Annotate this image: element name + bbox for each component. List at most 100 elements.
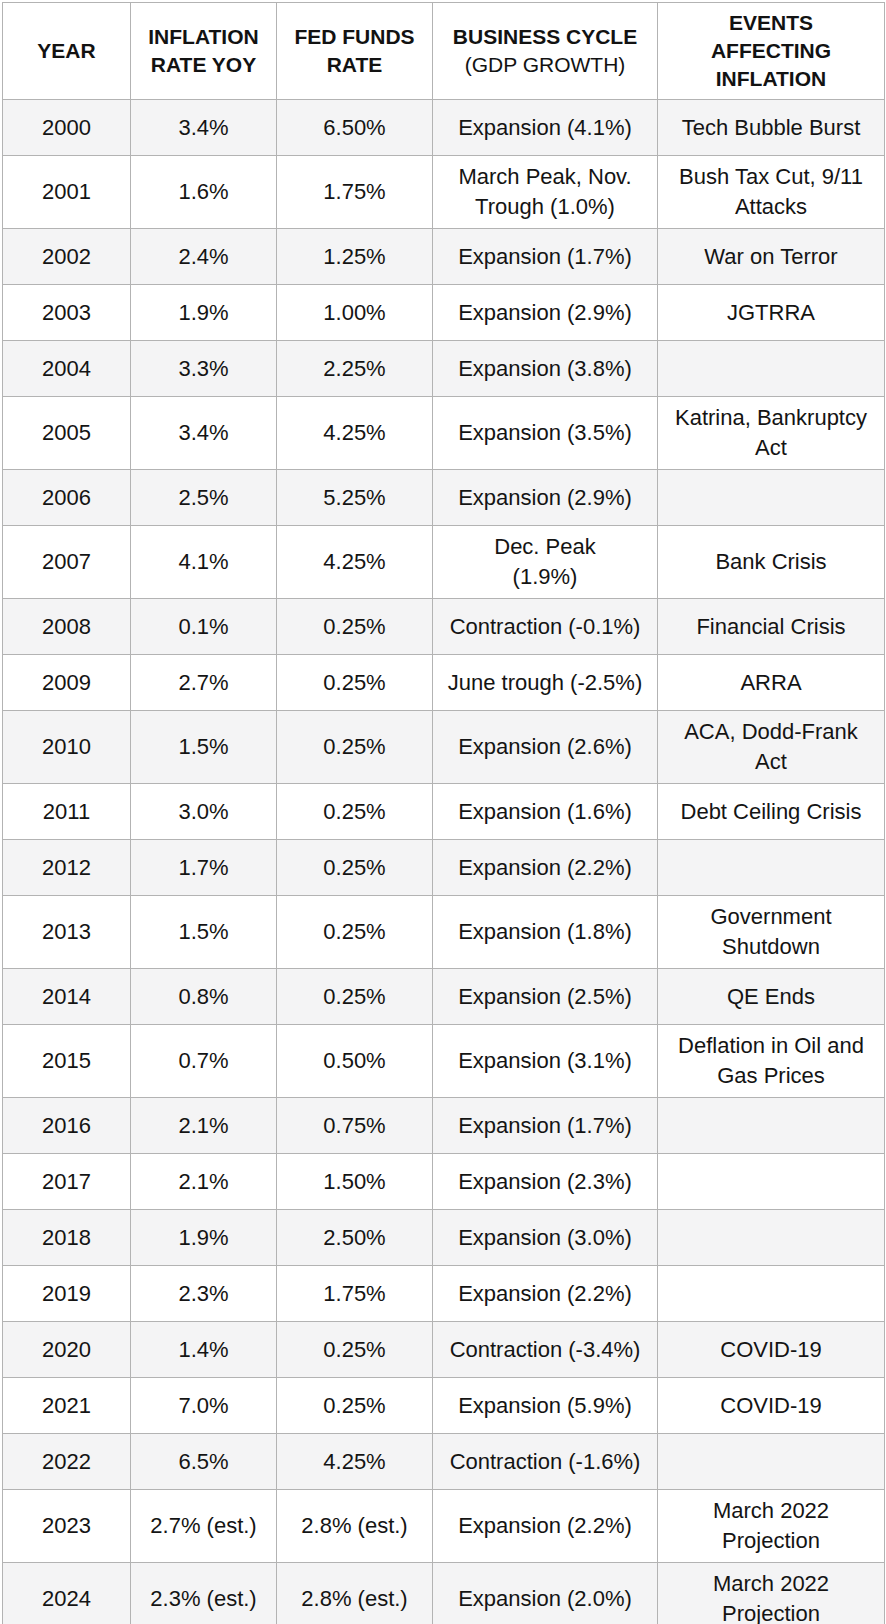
business-cycle-cell: Expansion (1.6%)	[433, 784, 658, 840]
fed-funds-cell: 0.25%	[277, 969, 433, 1025]
table-row: 20150.7%0.50%Expansion (3.1%)Deflation i…	[3, 1025, 885, 1098]
fed-funds-cell: 2.8% (est.)	[277, 1490, 433, 1563]
table-row: 20113.0%0.25%Expansion (1.6%)Debt Ceilin…	[3, 784, 885, 840]
business-cycle-cell: Expansion (2.5%)	[433, 969, 658, 1025]
fed-funds-cell: 4.25%	[277, 526, 433, 599]
inflation-rate-cell: 1.5%	[131, 711, 277, 784]
fed-funds-cell: 0.25%	[277, 655, 433, 711]
col-header-business-cycle-main: BUSINESS CYCLE	[453, 25, 637, 48]
table-row: 20201.4%0.25%Contraction (-3.4%)COVID-19	[3, 1322, 885, 1378]
events-cell	[658, 341, 885, 397]
table-row: 20242.3% (est.)2.8% (est.)Expansion (2.0…	[3, 1563, 885, 1624]
fed-funds-cell: 0.25%	[277, 896, 433, 969]
year-cell: 2014	[3, 969, 131, 1025]
events-cell: Government Shutdown	[658, 896, 885, 969]
year-cell: 2015	[3, 1025, 131, 1098]
year-cell: 2020	[3, 1322, 131, 1378]
year-cell: 2011	[3, 784, 131, 840]
inflation-rate-cell: 2.7%	[131, 655, 277, 711]
business-cycle-cell: Expansion (2.3%)	[433, 1154, 658, 1210]
events-cell: QE Ends	[658, 969, 885, 1025]
events-cell: War on Terror	[658, 229, 885, 285]
business-cycle-cell: Expansion (1.7%)	[433, 1098, 658, 1154]
col-header-inflation-rate: INFLATION RATE YOY	[131, 3, 277, 100]
fed-funds-cell: 0.25%	[277, 711, 433, 784]
year-cell: 2007	[3, 526, 131, 599]
table-row: 20031.9%1.00%Expansion (2.9%)JGTRRA	[3, 285, 885, 341]
business-cycle-cell: Contraction (-0.1%)	[433, 599, 658, 655]
inflation-rate-cell: 4.1%	[131, 526, 277, 599]
inflation-rate-cell: 3.4%	[131, 100, 277, 156]
business-cycle-cell: Expansion (2.9%)	[433, 470, 658, 526]
events-cell	[658, 1154, 885, 1210]
table-row: 20011.6%1.75%March Peak, Nov. Trough (1.…	[3, 156, 885, 229]
year-cell: 2019	[3, 1266, 131, 1322]
business-cycle-cell: Expansion (1.7%)	[433, 229, 658, 285]
fed-funds-cell: 0.25%	[277, 1378, 433, 1434]
fed-funds-cell: 4.25%	[277, 397, 433, 470]
inflation-rate-cell: 2.1%	[131, 1098, 277, 1154]
fed-funds-cell: 2.8% (est.)	[277, 1563, 433, 1624]
inflation-rate-cell: 1.5%	[131, 896, 277, 969]
business-cycle-cell: June trough (-2.5%)	[433, 655, 658, 711]
inflation-table: YEAR INFLATION RATE YOY FED FUNDS RATE B…	[2, 2, 885, 1624]
table-row: 20101.5%0.25%Expansion (2.6%)ACA, Dodd-F…	[3, 711, 885, 784]
events-cell: ACA, Dodd-Frank Act	[658, 711, 885, 784]
fed-funds-cell: 2.25%	[277, 341, 433, 397]
inflation-rate-cell: 1.9%	[131, 1210, 277, 1266]
fed-funds-cell: 1.75%	[277, 156, 433, 229]
fed-funds-cell: 2.50%	[277, 1210, 433, 1266]
table-row: 20003.4%6.50%Expansion (4.1%)Tech Bubble…	[3, 100, 885, 156]
fed-funds-cell: 5.25%	[277, 470, 433, 526]
business-cycle-cell: Expansion (1.8%)	[433, 896, 658, 969]
table-row: 20092.7%0.25%June trough (-2.5%)ARRA	[3, 655, 885, 711]
fed-funds-cell: 4.25%	[277, 1434, 433, 1490]
year-cell: 2005	[3, 397, 131, 470]
table-row: 20053.4%4.25%Expansion (3.5%)Katrina, Ba…	[3, 397, 885, 470]
events-cell	[658, 840, 885, 896]
year-cell: 2022	[3, 1434, 131, 1490]
table-body: 20003.4%6.50%Expansion (4.1%)Tech Bubble…	[3, 100, 885, 1624]
table-row: 20192.3%1.75%Expansion (2.2%)	[3, 1266, 885, 1322]
year-cell: 2021	[3, 1378, 131, 1434]
events-cell: COVID-19	[658, 1378, 885, 1434]
events-cell: Debt Ceiling Crisis	[658, 784, 885, 840]
inflation-rate-cell: 1.9%	[131, 285, 277, 341]
fed-funds-cell: 0.50%	[277, 1025, 433, 1098]
events-cell: ARRA	[658, 655, 885, 711]
fed-funds-cell: 0.25%	[277, 1322, 433, 1378]
inflation-rate-cell: 2.1%	[131, 1154, 277, 1210]
business-cycle-cell: Contraction (-1.6%)	[433, 1434, 658, 1490]
business-cycle-cell: March Peak, Nov. Trough (1.0%)	[433, 156, 658, 229]
inflation-rate-cell: 1.7%	[131, 840, 277, 896]
events-cell: JGTRRA	[658, 285, 885, 341]
fed-funds-cell: 0.25%	[277, 599, 433, 655]
events-cell	[658, 1266, 885, 1322]
inflation-rate-cell: 3.0%	[131, 784, 277, 840]
year-cell: 2002	[3, 229, 131, 285]
inflation-rate-cell: 6.5%	[131, 1434, 277, 1490]
col-header-gdp-growth-sub: (GDP GROWTH)	[441, 51, 649, 79]
inflation-rate-cell: 2.3%	[131, 1266, 277, 1322]
events-cell: Deflation in Oil and Gas Prices	[658, 1025, 885, 1098]
events-cell: Tech Bubble Burst	[658, 100, 885, 156]
inflation-rate-cell: 2.7% (est.)	[131, 1490, 277, 1563]
events-cell: COVID-19	[658, 1322, 885, 1378]
table-row: 20121.7%0.25%Expansion (2.2%)	[3, 840, 885, 896]
year-cell: 2012	[3, 840, 131, 896]
col-header-events: EVENTS AFFECTING INFLATION	[658, 3, 885, 100]
table-row: 20022.4%1.25%Expansion (1.7%)War on Terr…	[3, 229, 885, 285]
business-cycle-cell: Expansion (2.0%)	[433, 1563, 658, 1624]
business-cycle-cell: Expansion (2.2%)	[433, 1490, 658, 1563]
business-cycle-cell: Expansion (4.1%)	[433, 100, 658, 156]
year-cell: 2009	[3, 655, 131, 711]
business-cycle-cell: Expansion (3.1%)	[433, 1025, 658, 1098]
inflation-rate-cell: 1.6%	[131, 156, 277, 229]
table-row: 20080.1%0.25%Contraction (-0.1%)Financia…	[3, 599, 885, 655]
table-header: YEAR INFLATION RATE YOY FED FUNDS RATE B…	[3, 3, 885, 100]
inflation-table-container: YEAR INFLATION RATE YOY FED FUNDS RATE B…	[0, 0, 886, 1624]
year-cell: 2024	[3, 1563, 131, 1624]
table-row: 20140.8%0.25%Expansion (2.5%)QE Ends	[3, 969, 885, 1025]
business-cycle-cell: Contraction (-3.4%)	[433, 1322, 658, 1378]
table-row: 20162.1%0.75%Expansion (1.7%)	[3, 1098, 885, 1154]
